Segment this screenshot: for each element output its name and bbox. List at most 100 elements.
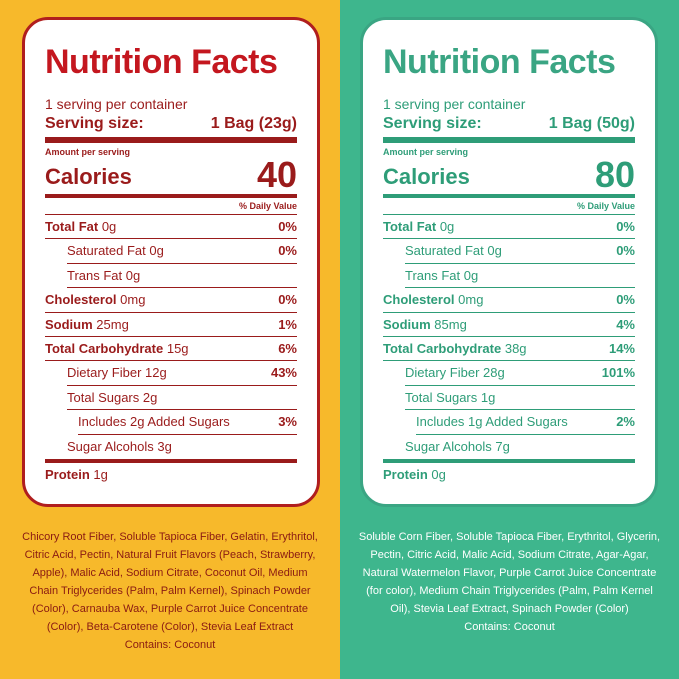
nutrient-amount: 1g: [480, 389, 496, 405]
nutrient-row-total-sugars: Total Sugars 2g: [67, 386, 297, 411]
ingredients-text-right: Soluble Corn Fiber, Soluble Tapioca Fibe…: [358, 528, 661, 636]
serving-size-value: 1 Bag (50g): [548, 115, 635, 132]
nutrient-pct: 1%: [278, 316, 297, 332]
nutrient-row-trans-fat: Trans Fat 0g: [405, 264, 635, 289]
nutrient-row-dietary-fiber: Dietary Fiber 28g 101%: [405, 361, 635, 386]
nutrient-pct: 0%: [616, 292, 635, 308]
nutrient-amount: 0g: [487, 243, 502, 259]
nutrient-label: Total Sugars: [405, 389, 478, 405]
nutrient-amount: 0g: [463, 267, 479, 283]
nutrient-label: Trans Fat: [405, 267, 461, 283]
calories-label: Calories: [383, 164, 470, 189]
nutrient-label: Protein: [45, 466, 90, 482]
daily-value-header: % Daily Value: [45, 198, 297, 215]
nutrient-pct: 43%: [270, 365, 297, 381]
nutrient-row-cholesterol: Cholesterol 0mg 0%: [45, 288, 297, 313]
nutrient-amount: 25mg: [96, 316, 129, 332]
nutrition-facts-label-right: Nutrition Facts 1 serving per container …: [360, 17, 658, 507]
ingredients-list: Soluble Corn Fiber, Soluble Tapioca Fibe…: [358, 531, 661, 615]
nutrient-pct: 0%: [278, 219, 297, 234]
divider-medium: [383, 194, 635, 198]
calories-row: Calories 80: [383, 157, 635, 193]
divider-thick: [383, 137, 635, 143]
nutrient-row-sugar-alcohols: Sugar Alcohols 7g: [405, 435, 635, 459]
nutrient-label: Total Fat: [45, 219, 99, 234]
divider-thick: [45, 137, 297, 143]
nutrition-facts-title: Nutrition Facts: [383, 43, 616, 81]
nutrient-label: Includes 1g Added Sugars: [416, 414, 568, 430]
nutrient-row-sugar-alcohols: Sugar Alcohols 3g: [67, 435, 297, 459]
nutrient-label: Total Carbohydrate: [383, 340, 502, 356]
nutrient-amount: 2g: [142, 389, 158, 405]
nutrient-pct: 101%: [601, 365, 635, 381]
nutrient-row-sodium: Sodium 25mg 1%: [45, 313, 297, 337]
nutrient-label: Total Sugars: [67, 389, 140, 405]
nutrient-label: Sodium: [45, 316, 93, 332]
nutrient-label: Total Carbohydrate: [45, 340, 164, 356]
nutrient-label: Cholesterol: [45, 292, 117, 308]
nutrient-amount: 0g: [149, 243, 164, 259]
daily-value-header: % Daily Value: [383, 198, 635, 215]
calories-value: 40: [256, 154, 297, 195]
nutrient-amount: 0g: [431, 466, 446, 482]
nutrient-row-protein: Protein 0g: [383, 458, 635, 483]
nutrient-row-total-carbohydrate: Total Carbohydrate 38g 14%: [383, 337, 635, 362]
nutrient-label: Saturated Fat: [67, 243, 146, 259]
nutrient-amount: 1g: [93, 466, 108, 482]
nutrient-pct: 2%: [616, 414, 635, 430]
nutrition-facts-title: Nutrition Facts: [45, 43, 278, 81]
nutrition-facts-label-left: Nutrition Facts 1 serving per container …: [22, 17, 320, 507]
nutrient-amount: 0g: [101, 219, 117, 234]
nutrient-amount: 0g: [125, 267, 141, 283]
nutrient-amount: 38g: [504, 340, 527, 356]
right-panel: Nutrition Facts 1 serving per container …: [340, 0, 679, 679]
nutrient-row-total-fat: Total Fat 0g 0%: [45, 215, 297, 240]
nutrient-pct: 14%: [608, 340, 635, 356]
nutrient-row-added-sugars: Includes 1g Added Sugars 2%: [416, 410, 635, 435]
nutrient-pct: 0%: [278, 243, 297, 259]
calories-row: Calories 40: [45, 154, 297, 195]
nutrient-pct: 3%: [278, 414, 297, 430]
nutrient-label: Trans Fat: [67, 267, 123, 283]
nutrient-amount: 0g: [439, 219, 455, 234]
amount-per-serving: Amount per serving: [45, 147, 131, 157]
divider-medium: [45, 194, 297, 198]
nutrient-label: Dietary Fiber: [405, 365, 480, 381]
ingredients-list: Chicory Root Fiber, Soluble Tapioca Fibe…: [22, 531, 318, 633]
nutrient-label: Includes 2g Added Sugars: [78, 414, 230, 430]
nutrient-row-dietary-fiber: Dietary Fiber 12g 43%: [67, 361, 297, 386]
nutrient-row-trans-fat: Trans Fat 0g: [67, 264, 297, 289]
serving-size-value: 1 Bag (23g): [210, 115, 297, 132]
servings-per-container: 1 serving per container: [45, 96, 188, 112]
nutrient-row-saturated-fat: Saturated Fat 0g 0%: [67, 239, 297, 264]
nutrient-pct: 0%: [616, 243, 635, 259]
servings-per-container: 1 serving per container: [383, 96, 526, 112]
nutrient-pct: 6%: [278, 340, 297, 356]
nutrient-label: Cholesterol: [383, 292, 455, 308]
nutrient-label: Saturated Fat: [405, 243, 484, 259]
nutrient-pct: 4%: [616, 316, 635, 332]
left-panel: Nutrition Facts 1 serving per container …: [0, 0, 340, 679]
nutrient-label: Dietary Fiber: [67, 365, 142, 381]
nutrient-row-saturated-fat: Saturated Fat 0g 0%: [405, 239, 635, 264]
nutrient-amount: 7g: [495, 438, 510, 454]
nutrient-row-cholesterol: Cholesterol 0mg 0%: [383, 288, 635, 313]
nutrient-pct: 0%: [616, 219, 635, 234]
serving-size-label: Serving size:: [383, 115, 482, 132]
nutrient-row-sodium: Sodium 85mg 4%: [383, 313, 635, 337]
serving-size-label: Serving size:: [45, 115, 144, 132]
nutrient-amount: 0mg: [458, 292, 484, 308]
nutrient-label: Total Fat: [383, 219, 437, 234]
nutrient-label: Sugar Alcohols: [67, 438, 154, 454]
serving-size: Serving size: 1 Bag (23g): [45, 114, 297, 134]
nutrient-label: Protein: [383, 466, 428, 482]
nutrient-row-total-fat: Total Fat 0g 0%: [383, 215, 635, 240]
nutrient-row-total-carbohydrate: Total Carbohydrate 15g 6%: [45, 337, 297, 362]
nutrient-amount: 85mg: [434, 316, 467, 332]
nutrient-amount: 28g: [483, 365, 505, 381]
nutrient-row-protein: Protein 1g: [45, 458, 297, 483]
nutrient-amount: 0mg: [120, 292, 146, 308]
nutrient-label: Sugar Alcohols: [405, 438, 492, 454]
allergen-contains: Contains: Coconut: [464, 621, 555, 633]
nutrient-row-added-sugars: Includes 2g Added Sugars 3%: [78, 410, 297, 435]
